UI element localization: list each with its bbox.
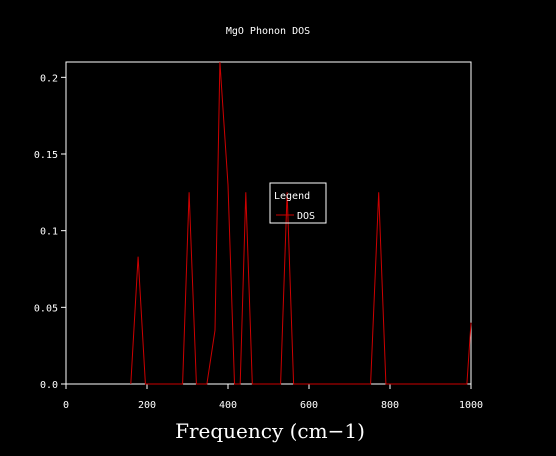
x-tick-label: 400: [219, 400, 237, 411]
legend-title: Legend: [274, 191, 310, 202]
legend-entry-dos: DOS: [297, 211, 315, 222]
legend: Legend DOS: [269, 182, 327, 224]
x-tick-label: 1000: [459, 400, 483, 411]
y-tick-label: 0.05: [34, 303, 58, 314]
legend-box: [269, 182, 327, 224]
y-tick-label: 0.1: [40, 227, 58, 238]
plot-frame: [65, 61, 472, 385]
chart-title: MgO Phonon DOS: [226, 26, 310, 37]
y-tick-label: 0.0: [40, 380, 58, 391]
x-axis-label: Frequency (cm−1): [175, 419, 365, 443]
y-axis: 0.0 0.05 0.1 0.15 0.2: [34, 73, 66, 391]
x-tick-label: 0: [63, 400, 69, 411]
y-tick-label: 0.2: [40, 73, 58, 84]
x-tick-label: 200: [138, 400, 156, 411]
x-tick-label: 800: [381, 400, 399, 411]
series-layer: [130, 61, 472, 385]
x-axis: 0 200 400 600 800 1000: [63, 384, 483, 411]
series-line-dos: [130, 61, 472, 385]
y-tick-label: 0.15: [34, 150, 58, 161]
x-tick-label: 600: [300, 400, 318, 411]
